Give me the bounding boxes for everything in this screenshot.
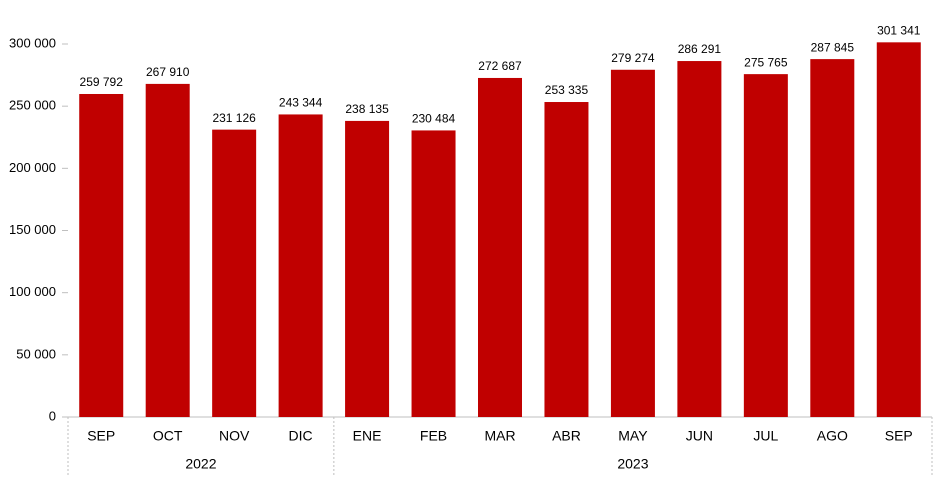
x-tick-label: AGO: [817, 428, 848, 444]
y-tick-label: 250 000: [9, 98, 56, 113]
bar: [79, 93, 124, 417]
x-tick-label: JUN: [686, 428, 713, 444]
bar: [212, 129, 257, 417]
x-tick-label: ABR: [552, 428, 581, 444]
y-tick-label: 300 000: [9, 35, 56, 50]
value-label: 243 344: [279, 96, 323, 110]
value-label: 230 484: [412, 112, 456, 126]
x-tick-label: SEP: [87, 428, 115, 444]
bar: [544, 102, 589, 418]
value-label: 231 126: [212, 111, 256, 125]
y-tick-label: 200 000: [9, 160, 56, 175]
value-label: 287 845: [811, 40, 855, 54]
value-label: 301 341: [877, 24, 921, 38]
value-label: 275 765: [744, 55, 788, 69]
value-label: 267 910: [146, 65, 190, 79]
bar: [145, 83, 190, 418]
x-tick-label: OCT: [153, 428, 183, 444]
bar: [478, 77, 522, 417]
value-label: 259 792: [80, 75, 124, 89]
group-label: 2022: [185, 456, 216, 472]
bar: [810, 59, 855, 417]
y-tick-label: 50 000: [16, 346, 56, 361]
x-tick-label: MAR: [484, 428, 515, 444]
bar: [876, 42, 921, 417]
bar: [677, 61, 722, 417]
x-tick-label: JUL: [753, 428, 778, 444]
group-label: 2023: [617, 456, 648, 472]
x-tick-label: DIC: [289, 428, 313, 444]
x-tick-label: FEB: [420, 428, 447, 444]
y-tick-label: 0: [49, 408, 56, 423]
value-label: 253 335: [545, 83, 589, 97]
bar: [278, 114, 323, 417]
value-label: 279 274: [611, 51, 655, 65]
bar: [411, 130, 456, 417]
y-tick-label: 150 000: [9, 222, 56, 237]
bar: [610, 69, 655, 418]
bar: [743, 74, 788, 417]
bar: [345, 120, 390, 417]
x-tick-label: MAY: [618, 428, 648, 444]
value-label: 238 135: [345, 102, 389, 116]
value-label: 272 687: [478, 59, 522, 73]
x-tick-label: SEP: [885, 428, 913, 444]
x-tick-label: ENE: [353, 428, 382, 444]
y-tick-label: 100 000: [9, 284, 56, 299]
x-tick-label: NOV: [219, 428, 250, 444]
value-label: 286 291: [678, 42, 722, 56]
